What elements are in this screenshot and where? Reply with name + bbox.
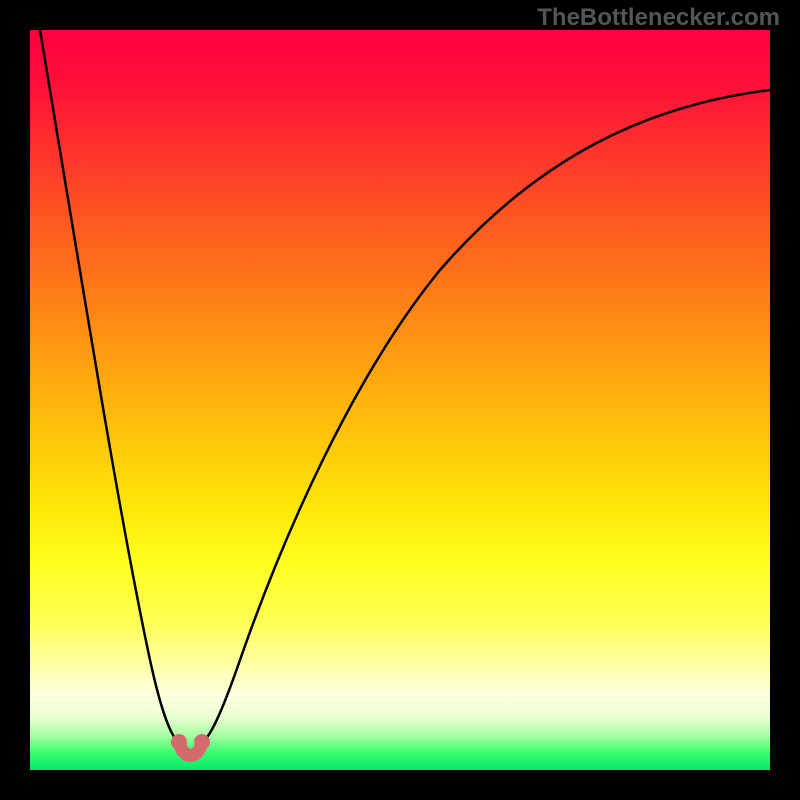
chart-container: { "canvas": { "width": 800, "height": 80… [0, 0, 800, 800]
plot-background [30, 30, 770, 770]
valley-dot [171, 734, 187, 750]
valley-dot [194, 734, 210, 750]
watermark-label: TheBottlenecker.com [537, 4, 780, 32]
chart-svg [0, 0, 800, 800]
